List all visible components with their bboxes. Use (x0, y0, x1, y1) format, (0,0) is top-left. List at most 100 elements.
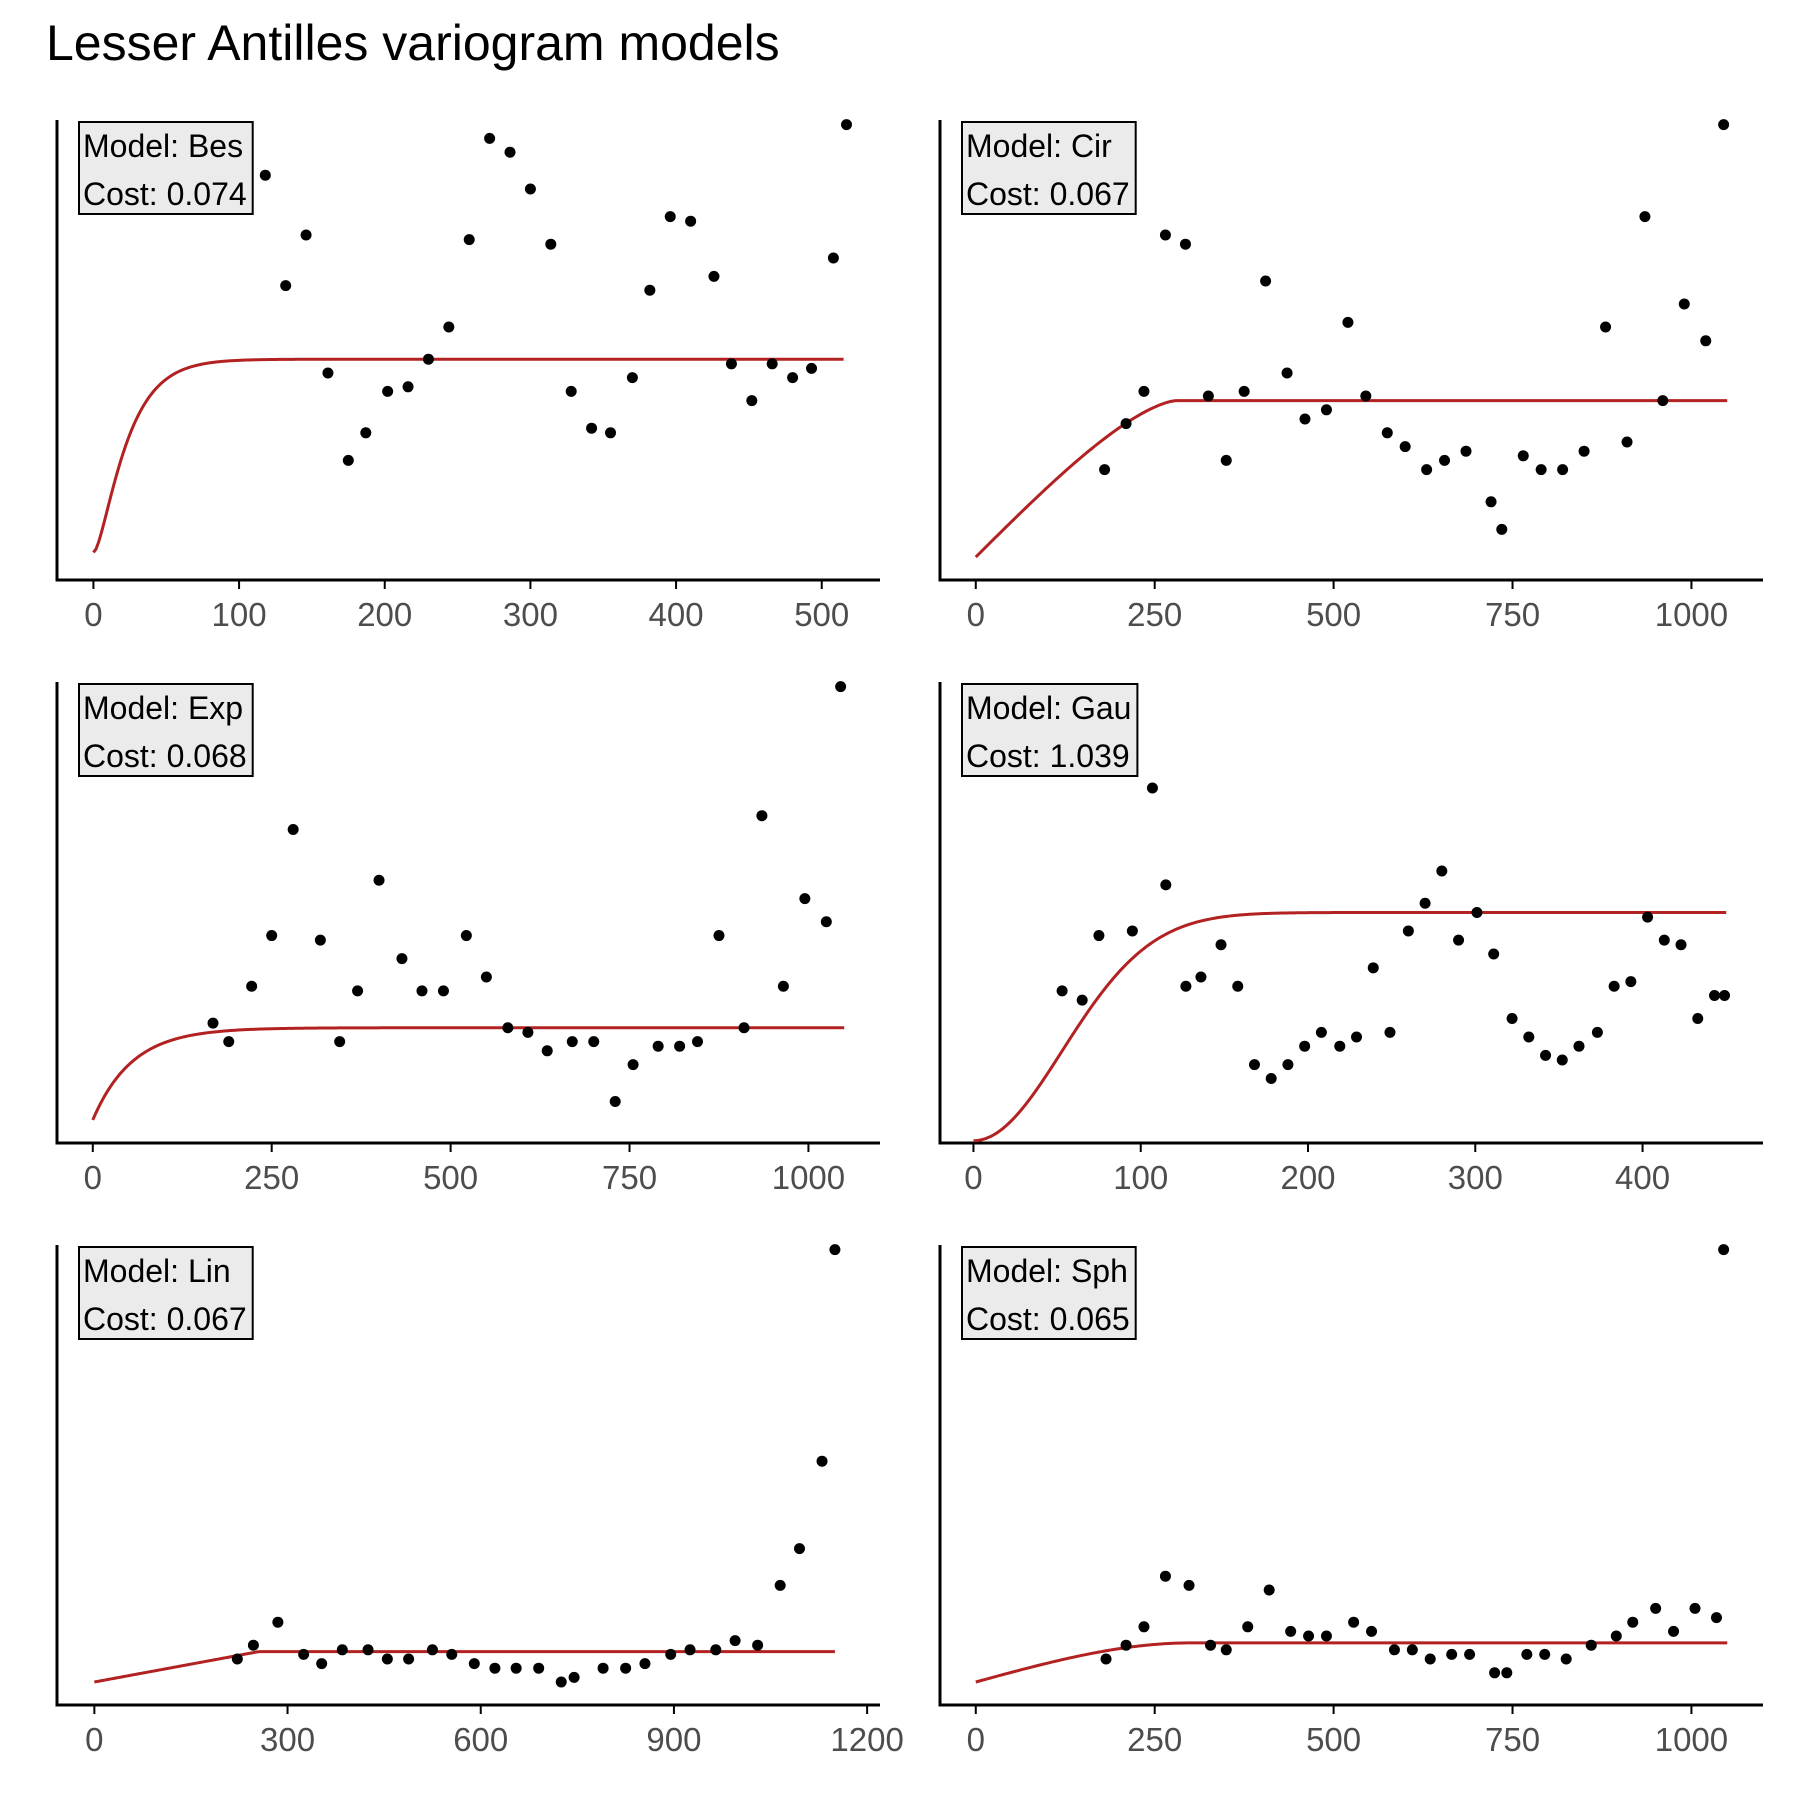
data-point (674, 1040, 686, 1052)
x-tick-label: 300 (503, 596, 558, 633)
data-point (820, 916, 832, 928)
data-point (746, 395, 758, 407)
data-point (1557, 464, 1569, 476)
model-label-box: Model: Cir Cost: 0.067 (961, 121, 1137, 215)
data-point (443, 321, 455, 333)
data-point (1517, 450, 1529, 462)
panel-bes: 0 100 200 300 400 500 Model: Bes Cost: 0.074 (55, 119, 880, 633)
data-point (1360, 390, 1372, 402)
data-point (403, 1653, 415, 1665)
data-point (827, 252, 839, 264)
data-point (1220, 454, 1232, 466)
data-point (729, 1635, 741, 1647)
data-point (316, 1658, 328, 1670)
model-name-label: Model: Sph (966, 1253, 1128, 1289)
data-point (605, 427, 617, 439)
data-point (620, 1662, 632, 1674)
data-point (1076, 994, 1088, 1006)
x-tick-label: 200 (1280, 1159, 1335, 1196)
data-point (468, 1658, 480, 1670)
data-point (426, 1644, 438, 1656)
model-cost-label: Cost: 0.067 (83, 1301, 247, 1337)
data-point (1342, 316, 1354, 328)
data-point (685, 215, 697, 227)
data-point (1180, 980, 1192, 992)
x-tick-label: 750 (602, 1159, 657, 1196)
data-point (484, 132, 496, 144)
data-point (766, 358, 778, 370)
data-point (787, 372, 799, 384)
data-point (1367, 962, 1379, 974)
data-point (1419, 897, 1431, 909)
data-point (382, 385, 394, 397)
data-point (1406, 1644, 1418, 1656)
data-point (664, 211, 676, 223)
label-box-background (78, 121, 254, 215)
data-point (1248, 1059, 1260, 1071)
data-point (300, 229, 312, 241)
data-point (566, 1036, 578, 1048)
data-point (756, 810, 768, 822)
model-name-label: Model: Gau (966, 690, 1131, 726)
data-point (246, 980, 258, 992)
x-tick-label: 750 (1485, 1721, 1540, 1758)
data-point (1238, 385, 1250, 397)
data-point (1138, 385, 1150, 397)
data-point (1282, 1059, 1294, 1071)
data-point (1489, 1667, 1501, 1679)
data-point (287, 824, 299, 836)
x-tick-label: 300 (260, 1721, 315, 1758)
data-point (1692, 1013, 1704, 1025)
data-point (1093, 930, 1105, 942)
data-point (840, 119, 852, 131)
data-point (336, 1644, 348, 1656)
data-point (829, 1244, 841, 1256)
data-point (774, 1579, 786, 1591)
data-point (1399, 441, 1411, 453)
x-tick-label: 0 (967, 1721, 985, 1758)
data-point (280, 280, 292, 292)
model-label-box: Model: Lin Cost: 0.067 (78, 1246, 254, 1340)
data-point (480, 971, 492, 983)
data-point (1657, 395, 1669, 407)
data-point (422, 353, 434, 365)
data-point (1460, 445, 1472, 457)
data-point (1718, 119, 1730, 131)
model-curve (975, 1641, 1728, 1684)
data-point (1710, 1612, 1722, 1624)
data-point (1183, 1579, 1195, 1591)
data-point (1439, 454, 1451, 466)
data-point (223, 1036, 235, 1048)
panel-cir: 0 250 500 750 1000 Model: Cir Cost: 0.067 (938, 119, 1763, 633)
data-point (738, 1022, 750, 1034)
model-name-label: Model: Cir (966, 128, 1112, 164)
model-cost-label: Cost: 0.065 (966, 1301, 1130, 1337)
data-point (522, 1026, 534, 1038)
x-tick-label: 1000 (1655, 596, 1728, 633)
data-point (437, 985, 449, 997)
data-point (1315, 1026, 1327, 1038)
data-point (1384, 1026, 1396, 1038)
data-point (322, 367, 334, 379)
data-point (1366, 1625, 1378, 1637)
data-point (1501, 1667, 1513, 1679)
data-point (373, 874, 385, 886)
data-point (207, 1017, 219, 1029)
data-point (1215, 939, 1227, 951)
data-point (1351, 1031, 1363, 1043)
data-point (396, 953, 408, 965)
data-point (1126, 925, 1138, 937)
data-point (1220, 1644, 1232, 1656)
data-point (725, 358, 737, 370)
x-tick-label: 0 (85, 1721, 103, 1758)
data-point (272, 1616, 284, 1628)
x-tick-label: 500 (1306, 1721, 1361, 1758)
data-point (1056, 985, 1068, 997)
x-tick-label: 250 (1127, 596, 1182, 633)
data-point (1485, 496, 1497, 508)
data-point (816, 1455, 828, 1467)
data-point (1689, 1602, 1701, 1614)
x-tick-label: 1000 (772, 1159, 845, 1196)
data-point (777, 980, 789, 992)
data-point (545, 238, 557, 250)
